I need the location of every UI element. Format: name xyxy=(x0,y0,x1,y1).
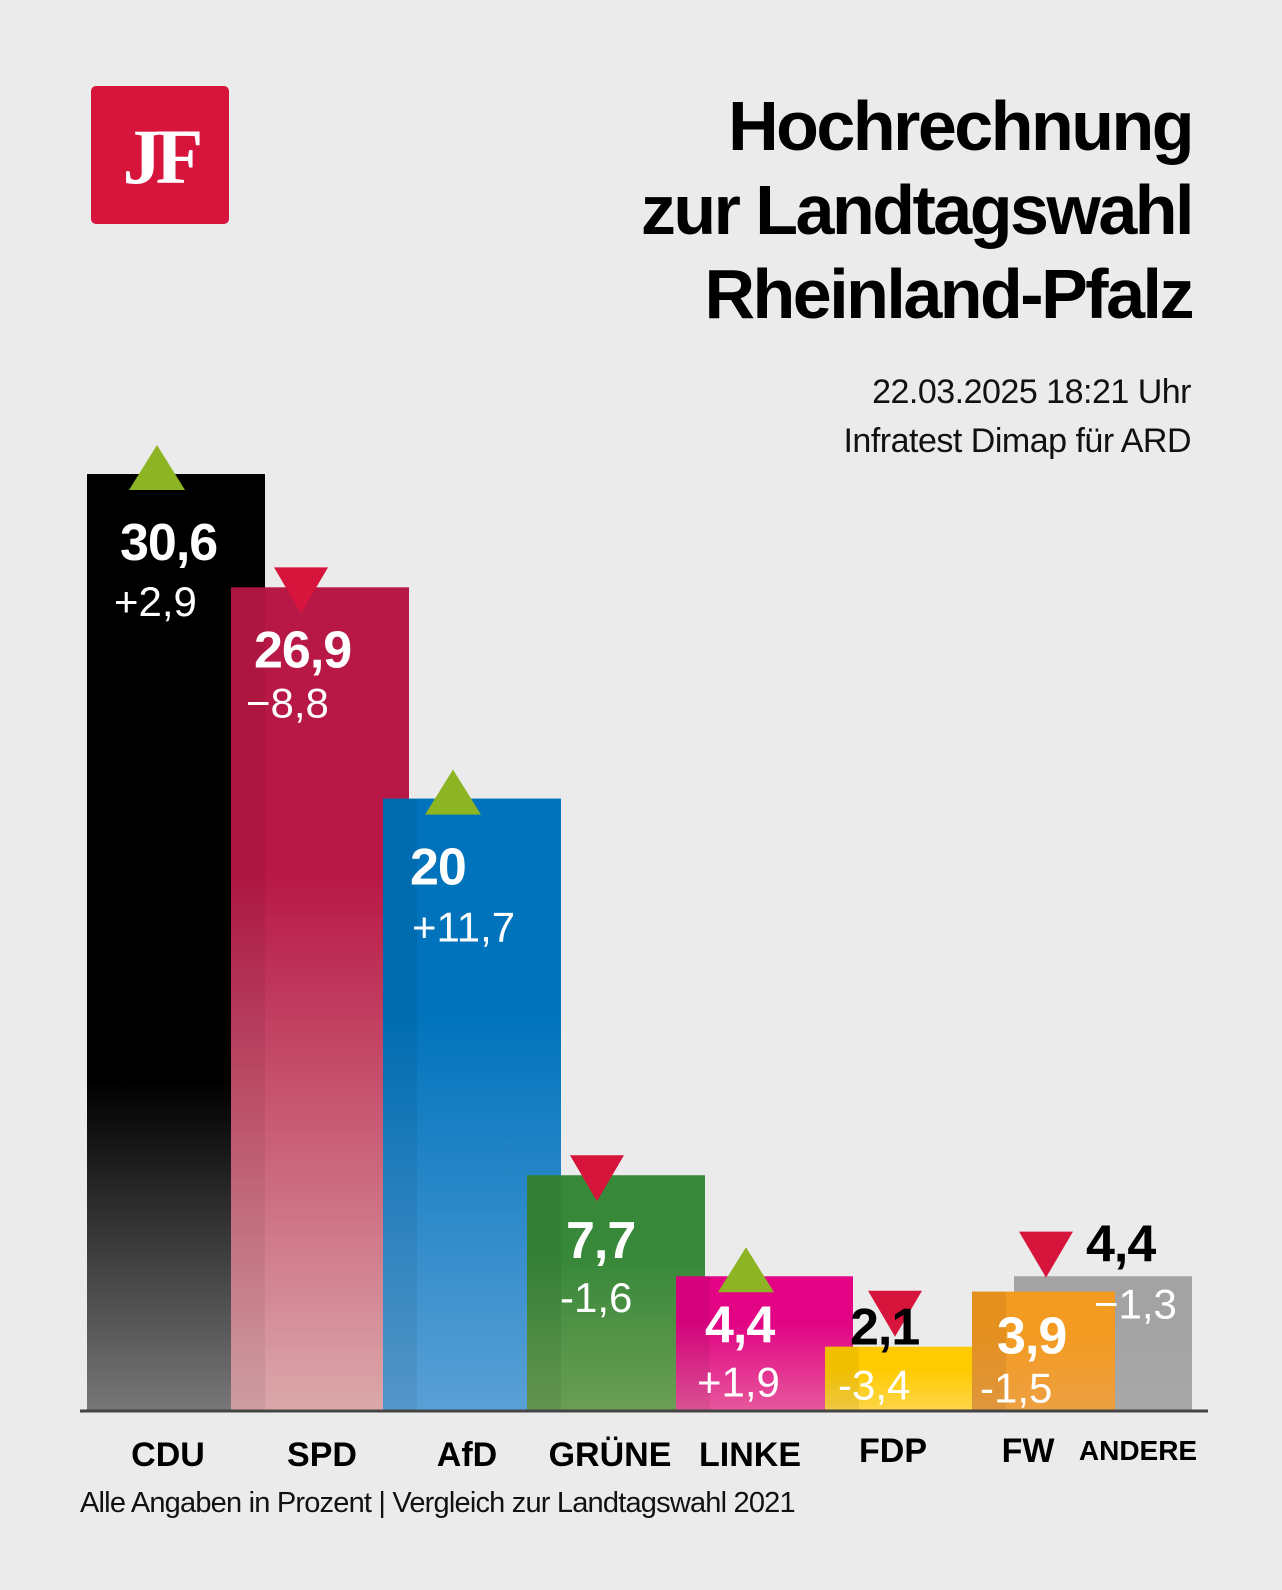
bar-overlap-shade xyxy=(972,1291,1006,1411)
change-label-fw: -1,5 xyxy=(980,1365,1052,1412)
chart-title: Hochrechnung zur Landtagswahl Rheinland-… xyxy=(640,84,1195,336)
chart-meta: 22.03.2025 18:21 Uhr Infratest Dimap für… xyxy=(843,368,1191,466)
value-label-fdp: 2,1 xyxy=(850,1299,919,1357)
trend-up-icon xyxy=(425,769,481,815)
title-line-2: zur Landtagswahl xyxy=(640,171,1195,249)
change-label-andere: −1,3 xyxy=(1094,1280,1177,1327)
labels-layer: 30,6+2,926,9−8,820+11,77,7-1,6 4,4+1,92,1… xyxy=(114,445,1177,1412)
x-tick-label-andere: ANDERE xyxy=(1079,1435,1197,1466)
value-label-cdu: 30,6 xyxy=(120,514,217,572)
value-label-linke: 4,4 xyxy=(705,1296,775,1354)
value-label-spd: 26,9 xyxy=(254,621,351,679)
value-label-afd: 20 xyxy=(410,839,466,897)
bar-grüne xyxy=(527,1175,705,1411)
x-tick-label-gruene: GRÜNE xyxy=(549,1436,672,1474)
trend-up-icon xyxy=(718,1247,774,1293)
x-tick-label-linke: LINKE xyxy=(699,1436,801,1474)
change-label-fdp: -3,4 xyxy=(838,1362,910,1409)
footnote: Alle Angaben in Prozent | Vergleich zur … xyxy=(80,1487,796,1519)
x-tick-label-cdu: CDU xyxy=(131,1436,205,1474)
x-tick-label-afd: AfD xyxy=(437,1436,497,1474)
value-label-andere: 4,4 xyxy=(1086,1215,1156,1273)
bar-overlap-shade xyxy=(676,1276,710,1411)
change-label-cdu: +2,9 xyxy=(114,578,197,625)
title-line-3: Rheinland-Pfalz xyxy=(704,255,1194,333)
bar-overlap-shade xyxy=(527,1175,561,1411)
bar-overlap-shade xyxy=(231,587,265,1411)
bar-spd xyxy=(231,587,409,1411)
logo-text: JF xyxy=(122,113,204,200)
bar-linke xyxy=(676,1276,853,1411)
bars-layer xyxy=(87,474,1192,1411)
x-tick-label-spd: SPD xyxy=(287,1436,357,1474)
change-label-afd: +11,7 xyxy=(412,904,515,951)
trend-up-icon xyxy=(129,445,185,491)
trend-down-icon xyxy=(1019,1231,1073,1278)
change-label-spd: −8,8 xyxy=(246,679,329,726)
trend-down-icon xyxy=(274,567,328,614)
x-tick-label-fw: FW xyxy=(1002,1432,1056,1470)
value-label-gruene: 7,7 xyxy=(566,1212,635,1270)
change-label-linke: +1,9 xyxy=(697,1358,780,1405)
trend-down-icon xyxy=(570,1155,624,1202)
timestamp: 22.03.2025 18:21 Uhr xyxy=(872,373,1191,411)
trend-down-icon xyxy=(868,1290,922,1337)
jf-logo: JF xyxy=(91,86,229,224)
bar-overlap-shade xyxy=(825,1346,859,1411)
x-tick-label-fdp: FDP xyxy=(859,1432,927,1470)
bar-fw xyxy=(972,1291,1115,1411)
x-axis-labels: CDU SPD AfD GRÜNE LINKE FDP FW ANDERE xyxy=(131,1432,1197,1474)
data-source: Infratest Dimap für ARD xyxy=(843,422,1191,460)
title-line-1: Hochrechnung xyxy=(728,87,1194,165)
value-label-fw: 3,9 xyxy=(997,1308,1066,1366)
bar-overlap-shade xyxy=(383,798,417,1411)
change-label-gruene: -1,6 xyxy=(560,1274,632,1321)
